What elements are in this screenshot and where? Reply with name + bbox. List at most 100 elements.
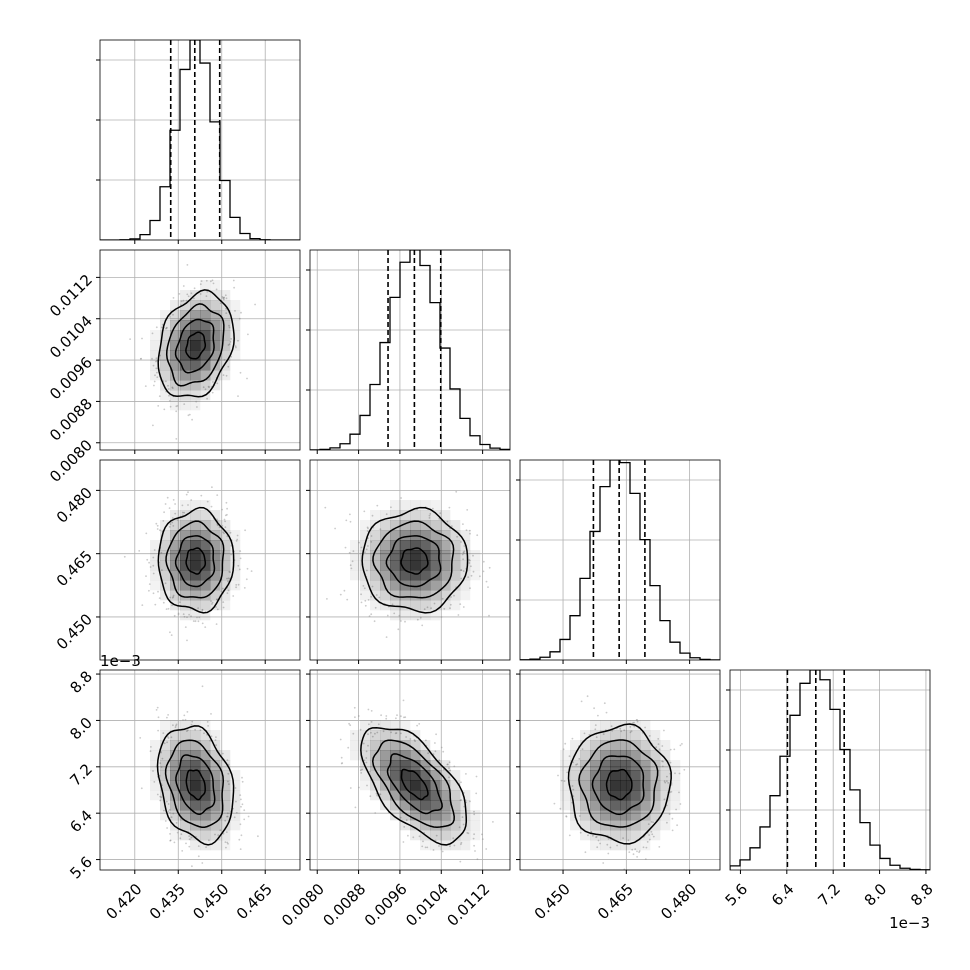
density-cell (640, 720, 651, 731)
density-cell (610, 760, 621, 771)
density-cell (560, 800, 571, 811)
scatter-point (190, 723, 193, 726)
x-tick-label: 8.0 (861, 880, 891, 910)
scatter-point (207, 385, 210, 388)
scatter-point (432, 753, 435, 756)
contour-level-1 (175, 754, 216, 815)
density-cell (450, 830, 461, 841)
density-cell (610, 800, 621, 811)
scatter-point (438, 759, 441, 762)
density-cell (190, 530, 201, 541)
panel-frame (729, 669, 931, 871)
scatter-point (572, 761, 574, 764)
density-cell (350, 730, 361, 741)
density-cell (590, 790, 601, 801)
scatter-point (181, 511, 184, 514)
density-cell (170, 740, 181, 751)
density-cell (160, 360, 171, 371)
density-cell (390, 800, 401, 811)
scatter-point (474, 850, 476, 852)
density-cell (360, 580, 371, 591)
density-cell (180, 400, 191, 411)
density-cell (180, 810, 191, 821)
density-cell (590, 800, 601, 811)
scatter-point (169, 523, 172, 525)
scatter-point (171, 604, 173, 607)
scatter-point (188, 613, 190, 616)
density-cell (420, 570, 431, 581)
scatter-point (370, 710, 373, 712)
scatter-point (167, 384, 169, 387)
density-cell (450, 790, 461, 801)
scatter-point (222, 606, 225, 609)
scatter-point (666, 821, 668, 824)
density-cell (670, 790, 681, 801)
scatter-point (419, 616, 422, 619)
density-cell (230, 580, 241, 591)
scatter-point (235, 811, 238, 814)
scatter-point (426, 606, 429, 609)
density-layer (339, 699, 494, 863)
scatter-point (368, 770, 371, 773)
panel-1-1 (306, 249, 511, 454)
scatter-point (440, 616, 443, 618)
scatter-point (402, 699, 405, 702)
scatter-point (175, 723, 178, 726)
density-cell (410, 510, 421, 521)
density-cell (360, 770, 371, 781)
scatter-point (217, 834, 220, 836)
density-cell (450, 580, 461, 591)
scatter-point (226, 759, 229, 761)
scatter-point (233, 286, 236, 289)
density-cell (180, 820, 191, 831)
scatter-point (638, 850, 641, 852)
density-cell (380, 540, 391, 551)
density-cell (190, 580, 201, 591)
density-cell (390, 510, 401, 521)
density-cell (200, 730, 211, 741)
density-cell (190, 590, 201, 601)
scatter-point (152, 592, 155, 595)
scatter-point (470, 565, 472, 568)
scatter-point (201, 609, 204, 612)
scatter-point (207, 873, 209, 875)
scatter-point (348, 722, 350, 725)
density-cell (160, 310, 171, 321)
scatter-point (595, 836, 597, 838)
scatter-point (661, 760, 663, 763)
density-cell (420, 610, 431, 621)
density-cell (430, 750, 441, 761)
scatter-point (633, 725, 636, 728)
density-cell (370, 600, 381, 611)
density-cell (360, 780, 371, 791)
scatter-point (229, 531, 232, 534)
density-cell (650, 810, 661, 821)
scatter-point (237, 395, 239, 397)
density-cell (670, 800, 681, 811)
scatter-point (216, 524, 219, 527)
scatter-point (587, 834, 589, 837)
scatter-point (414, 740, 416, 742)
scatter-point (467, 576, 470, 578)
scatter-point (203, 732, 205, 735)
density-cell (210, 550, 221, 561)
density-cell (610, 830, 621, 841)
scatter-point (432, 849, 435, 851)
density-cell (430, 580, 441, 591)
scatter-point (183, 403, 186, 405)
density-cell (220, 770, 231, 781)
density-cell (590, 830, 601, 841)
scatter-point (462, 558, 464, 561)
scatter-point (210, 735, 213, 738)
density-cell (190, 400, 201, 411)
scatter-point (230, 355, 233, 358)
scatter-point (482, 560, 485, 563)
scatter-point (225, 831, 228, 833)
density-cell (210, 510, 221, 521)
scatter-point (238, 317, 241, 320)
density-cell (370, 770, 381, 781)
scatter-point (566, 771, 569, 774)
density-cell (170, 560, 181, 571)
scatter-point (568, 834, 571, 837)
density-cell (570, 760, 581, 771)
